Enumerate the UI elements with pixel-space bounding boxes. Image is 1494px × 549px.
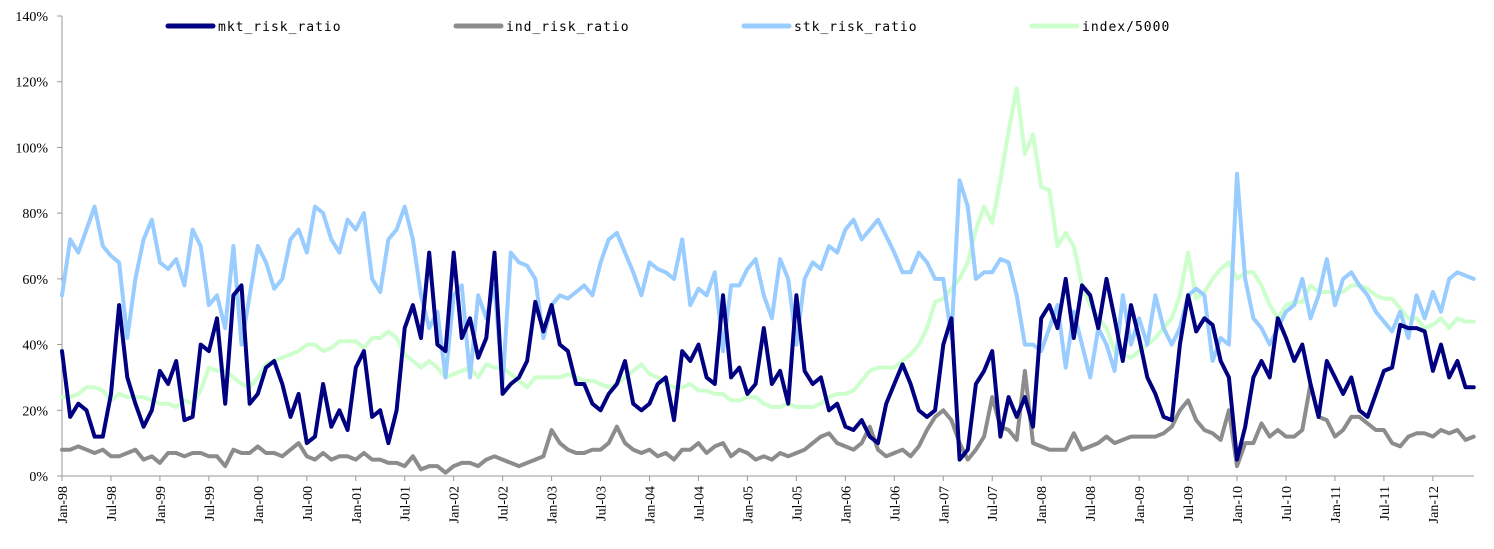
x-tick-label: Jan-12	[1427, 486, 1442, 523]
x-tick-label: Jul-06	[888, 486, 903, 521]
x-tick-label: Jul-05	[790, 486, 805, 521]
series-lines	[60, 86, 1476, 475]
x-tick-label: Jan-09	[1133, 486, 1148, 523]
x-tick-label: Jul-08	[1084, 486, 1099, 521]
x-tick-label: Jul-04	[692, 486, 707, 521]
x-tick-label: Jul-07	[986, 486, 1001, 521]
y-tick-label: 120%	[15, 76, 48, 91]
y-tick-label: 140%	[15, 10, 48, 25]
x-tick-label: Jul-01	[399, 486, 414, 521]
legend-label: index/5000	[1082, 20, 1170, 35]
y-tick-label: 80%	[22, 207, 48, 222]
x-tick-label: Jan-06	[839, 486, 854, 523]
x-tick-label: Jan-05	[741, 486, 756, 523]
x-tick-label: Jan-02	[448, 486, 463, 523]
x-tick-label: Jan-98	[56, 486, 71, 523]
x-tick-label: Jul-99	[203, 486, 218, 521]
x-tick-label: Jan-04	[644, 486, 659, 523]
x-tick-label: Jul-10	[1280, 486, 1295, 521]
x-tick-label: Jul-98	[105, 486, 120, 521]
y-tick-label: 0%	[29, 470, 48, 485]
series-line-ind-risk-ratio	[60, 368, 1476, 475]
y-tick-label: 40%	[22, 339, 48, 354]
legend: mkt_risk_ratio ind_risk_ratio stk_risk_rat…	[165, 20, 1170, 35]
y-tick-label: 60%	[22, 273, 48, 288]
x-tick-label: Jan-11	[1329, 486, 1344, 523]
y-tick-label: 20%	[22, 404, 48, 419]
y-tick-label: 100%	[15, 141, 48, 156]
x-tick-label: Jan-01	[350, 486, 365, 523]
x-tick-label: Jul-03	[595, 486, 610, 521]
x-tick-label: Jan-00	[252, 486, 267, 523]
legend-label: ind_risk_ratio	[506, 20, 630, 35]
legend-label: stk_risk_ratio	[794, 20, 918, 35]
x-tick-label: Jan-10	[1231, 486, 1246, 523]
legend-label: mkt_risk_ratio	[218, 20, 342, 35]
series-line-mkt-risk-ratio	[60, 250, 1476, 462]
x-tick-label: Jul-00	[301, 486, 316, 521]
x-tick-label: Jul-09	[1182, 486, 1197, 521]
x-tick-label: Jan-03	[546, 486, 561, 523]
x-tick-label: Jul-11	[1378, 486, 1393, 520]
x-tick-label: Jan-07	[937, 486, 952, 523]
series-line-index-5000	[60, 86, 1476, 409]
x-tick-label: Jul-02	[497, 486, 512, 521]
x-tick-label: Jan-08	[1035, 486, 1050, 523]
series-line-stk-risk-ratio	[60, 171, 1476, 386]
x-tick-label: Jan-99	[154, 486, 169, 523]
axes: 0% 20% 40% 60% 80% 100% 120% 140% Jan-98 Jul-98 Ja…	[15, 10, 1474, 523]
